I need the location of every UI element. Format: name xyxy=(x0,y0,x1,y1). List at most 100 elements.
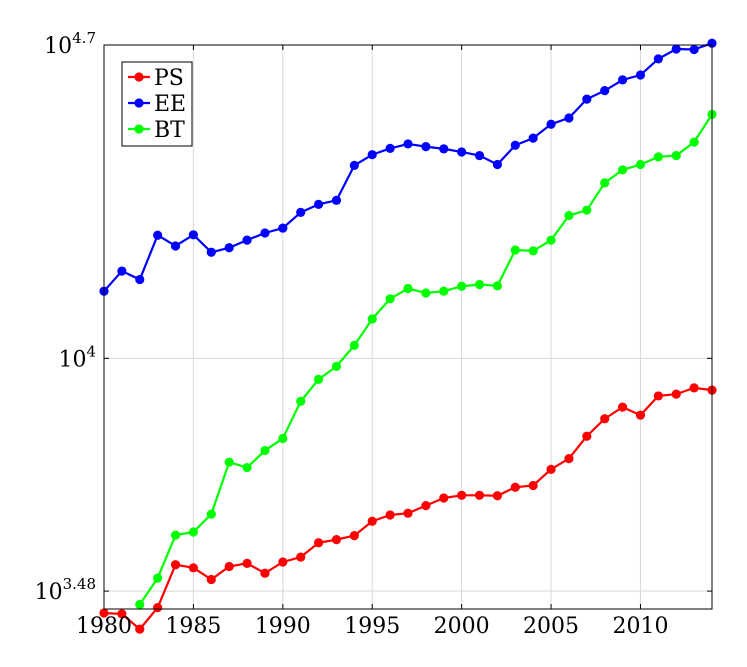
data-point-bt-2007 xyxy=(582,205,592,215)
data-point-ps-2006 xyxy=(564,454,574,464)
data-point-ee-2010 xyxy=(635,70,646,80)
legend-label: EE xyxy=(154,92,186,117)
data-point-ee-2000 xyxy=(457,147,467,157)
data-point-bt-1996 xyxy=(385,294,395,304)
data-point-ps-2008 xyxy=(600,414,610,424)
data-point-ee-1998 xyxy=(421,142,431,152)
data-point-ee-2007 xyxy=(582,94,592,104)
data-point-ee-2013 xyxy=(689,44,699,55)
data-point-bt-1998 xyxy=(421,288,431,298)
data-point-ee-1990 xyxy=(278,223,288,233)
data-point-ee-1986 xyxy=(206,247,216,257)
series-bt xyxy=(135,109,717,610)
data-point-ee-2006 xyxy=(564,113,574,123)
legend-item-bt: BT xyxy=(128,118,185,143)
data-point-bt-2013 xyxy=(689,137,699,147)
x-tick-label: 2010 xyxy=(612,614,668,639)
y-tick-label: 104.7 xyxy=(44,29,96,59)
data-point-ee-2008 xyxy=(600,86,610,96)
data-point-ps-1995 xyxy=(367,516,377,526)
data-point-ps-1991 xyxy=(296,552,306,562)
data-point-bt-1982 xyxy=(135,599,145,610)
data-point-ee-1982 xyxy=(135,274,145,285)
data-point-ps-1985 xyxy=(188,563,199,573)
data-point-ps-2009 xyxy=(617,402,628,412)
data-point-bt-2004 xyxy=(528,246,538,256)
data-point-bt-2006 xyxy=(564,210,574,221)
data-point-ee-2001 xyxy=(474,150,485,161)
data-point-ps-2013 xyxy=(689,383,699,393)
data-point-ps-1996 xyxy=(385,510,395,520)
y-tick-label: 103.48 xyxy=(35,575,96,605)
data-point-ee-1983 xyxy=(153,230,163,240)
data-point-ps-1998 xyxy=(421,501,431,511)
data-point-bt-1993 xyxy=(331,361,342,371)
data-point-ps-1994 xyxy=(349,530,359,541)
data-point-ee-1984 xyxy=(170,241,181,251)
data-point-bt-1987 xyxy=(224,457,234,467)
data-point-ps-2011 xyxy=(653,391,663,401)
data-point-ps-1988 xyxy=(242,558,252,568)
data-point-ps-2010 xyxy=(635,410,646,420)
data-point-ee-2004 xyxy=(528,133,538,143)
grid-lines xyxy=(103,44,712,609)
data-point-bt-2010 xyxy=(635,159,646,170)
data-point-bt-1990 xyxy=(278,433,288,444)
data-point-ee-1989 xyxy=(260,228,270,238)
data-point-ee-2003 xyxy=(510,140,520,150)
data-point-bt-1985 xyxy=(188,527,199,537)
plot-frame xyxy=(103,44,713,610)
data-point-ee-2005 xyxy=(546,119,556,129)
data-point-ee-1988 xyxy=(242,235,252,245)
x-tick-label: 2000 xyxy=(434,614,490,639)
x-tick-label: 1985 xyxy=(165,614,221,639)
legend-label: BT xyxy=(154,118,185,143)
data-point-bt-1984 xyxy=(170,530,181,540)
x-tick-label: 2005 xyxy=(523,614,579,639)
legend-item-ee: EE xyxy=(128,92,186,117)
data-point-bt-1991 xyxy=(296,396,306,406)
data-point-ee-1987 xyxy=(224,243,234,253)
data-point-ps-2005 xyxy=(546,464,556,474)
data-point-bt-1999 xyxy=(439,286,449,296)
legend-item-ps: PS xyxy=(128,66,184,91)
data-point-ps-2012 xyxy=(671,389,681,399)
data-point-bt-2008 xyxy=(600,178,610,188)
x-tick-label: 1980 xyxy=(76,614,132,639)
data-point-bt-2005 xyxy=(546,235,556,245)
data-point-ee-1985 xyxy=(188,230,199,240)
data-point-ee-1981 xyxy=(117,266,127,276)
series-ps xyxy=(99,383,717,634)
data-point-ps-2000 xyxy=(457,490,467,500)
data-point-bt-2009 xyxy=(617,165,628,175)
data-point-ee-1994 xyxy=(349,160,359,171)
data-point-bt-1992 xyxy=(313,374,324,384)
series-line-ps xyxy=(103,386,713,631)
data-point-ee-2009 xyxy=(617,75,628,85)
data-point-ps-1983 xyxy=(153,603,163,613)
series-ee xyxy=(99,38,717,296)
data-point-ee-1993 xyxy=(331,195,342,205)
data-point-ps-1981 xyxy=(117,609,127,619)
data-point-bt-1989 xyxy=(260,445,270,456)
data-point-ps-1990 xyxy=(278,557,288,567)
data-point-ps-1993 xyxy=(331,535,342,545)
data-point-bt-2000 xyxy=(457,281,467,291)
data-point-bt-1983 xyxy=(153,573,163,583)
data-point-bt-1986 xyxy=(206,509,216,519)
data-point-ps-1999 xyxy=(439,493,449,503)
data-point-ee-1995 xyxy=(367,150,377,160)
data-point-ps-2007 xyxy=(582,431,592,441)
data-point-ps-1986 xyxy=(206,574,216,585)
data-point-ps-1989 xyxy=(260,568,270,578)
data-point-ps-2003 xyxy=(510,482,520,492)
data-point-ps-1987 xyxy=(224,561,234,572)
data-point-ps-1982 xyxy=(135,624,145,634)
data-point-ps-2001 xyxy=(474,490,485,500)
series-line-bt xyxy=(138,113,713,606)
data-point-bt-2003 xyxy=(510,245,520,255)
data-point-bt-2011 xyxy=(653,152,663,162)
legend-swatch-marker xyxy=(134,72,144,82)
axis-ticks: 1980 1985 1990 1995 2000 2005 2010 103.48 104 104… xyxy=(35,29,712,639)
